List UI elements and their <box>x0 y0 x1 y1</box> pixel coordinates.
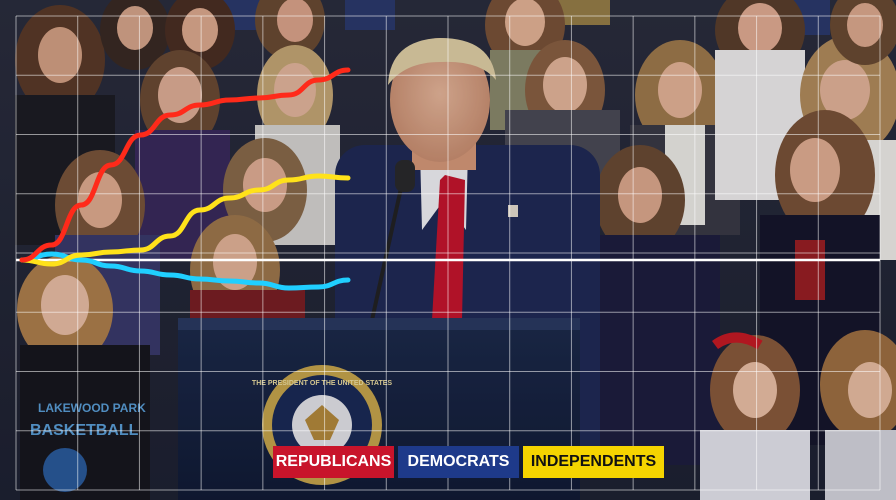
legend-republicans: REPUBLICANS <box>273 446 394 478</box>
seal-text: THE PRESIDENT OF THE UNITED STATES <box>252 380 392 387</box>
legend-independents: INDEPENDENTS <box>523 446 664 478</box>
series-line-independents <box>19 173 351 267</box>
microphone <box>370 160 415 321</box>
series-line-republicans <box>19 67 351 263</box>
legend-democrats: DEMOCRATS <box>398 446 519 478</box>
chart-series <box>19 67 351 291</box>
chart-legend: REPUBLICANS DEMOCRATS INDEPENDENTS <box>273 446 664 478</box>
chart-grid <box>15 15 881 491</box>
shirt-text-top: LAKEWOOD PARK <box>38 401 146 415</box>
series-line-democrats <box>19 251 351 291</box>
